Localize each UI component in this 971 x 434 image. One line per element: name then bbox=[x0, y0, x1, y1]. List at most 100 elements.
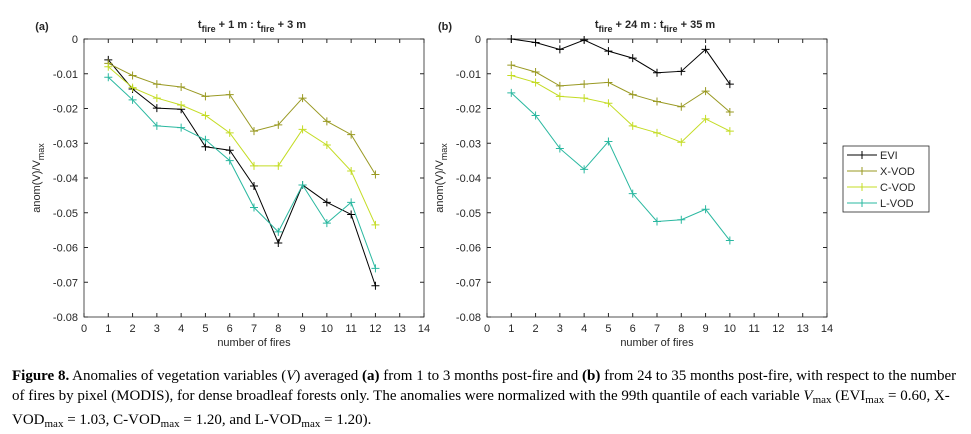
point-marker bbox=[152, 121, 161, 130]
panel-label: (b) bbox=[438, 21, 452, 33]
point-marker bbox=[298, 125, 307, 134]
y-tick-label: -0.02 bbox=[456, 104, 481, 116]
x-tick-label: 12 bbox=[369, 323, 381, 335]
x-tick-label: 11 bbox=[345, 323, 356, 335]
point-marker bbox=[677, 67, 686, 76]
point-marker bbox=[677, 215, 686, 224]
caption-run: = 1.20, and L-VOD bbox=[179, 412, 302, 428]
text-run: anom(V)/V bbox=[31, 160, 43, 213]
figure: (a) tfire + 1 m : tfire + 3 m0-0.01-0.02-… bbox=[31, 19, 930, 349]
point-marker bbox=[250, 203, 258, 212]
point-marker bbox=[104, 73, 113, 82]
x-tick-label: 4 bbox=[581, 323, 587, 335]
caption-run: ) averaged bbox=[295, 368, 363, 384]
caption-run: = 1.20). bbox=[320, 412, 372, 428]
point-marker bbox=[347, 130, 356, 139]
x-tick-label: 11 bbox=[748, 323, 759, 335]
y-axis-label: anom(V)/Vmax bbox=[31, 143, 46, 213]
y-tick-label: 0 bbox=[72, 34, 78, 46]
y-tick-label: -0.01 bbox=[53, 69, 78, 81]
text-run: t bbox=[198, 19, 202, 31]
point-marker bbox=[371, 281, 380, 290]
x-tick-label: 13 bbox=[797, 323, 809, 335]
series-line bbox=[511, 64, 731, 113]
legend-label: EVI bbox=[880, 150, 898, 162]
caption-run: max bbox=[865, 394, 885, 406]
x-tick-label: 1 bbox=[105, 323, 111, 335]
point-marker bbox=[225, 90, 234, 99]
text-run: + 1 m : t bbox=[216, 19, 261, 31]
point-marker bbox=[371, 220, 380, 229]
point-marker bbox=[604, 99, 613, 108]
point-marker bbox=[347, 210, 356, 219]
y-tick-label: 0 bbox=[475, 34, 481, 46]
legend-box bbox=[842, 145, 930, 213]
point-marker bbox=[507, 61, 516, 70]
x-tick-label: 0 bbox=[484, 323, 490, 335]
panel-label: (a) bbox=[35, 21, 49, 33]
point-marker bbox=[653, 128, 661, 137]
x-tick-label: 2 bbox=[130, 323, 136, 335]
point-marker bbox=[653, 217, 661, 226]
caption-run: max bbox=[160, 418, 180, 430]
x-tick-label: 14 bbox=[418, 323, 430, 335]
y-tick-label: -0.07 bbox=[53, 277, 78, 289]
x-tick-label: 5 bbox=[202, 323, 208, 335]
point-marker bbox=[507, 88, 516, 97]
x-tick-label: 5 bbox=[605, 323, 611, 335]
point-marker bbox=[152, 80, 161, 89]
y-tick-label: -0.02 bbox=[53, 104, 78, 116]
point-marker bbox=[701, 114, 710, 123]
point-marker bbox=[555, 45, 564, 54]
point-marker bbox=[177, 82, 186, 91]
point-marker bbox=[677, 138, 686, 147]
caption-run: (EVI bbox=[831, 388, 866, 404]
point-marker bbox=[104, 62, 113, 71]
caption-run: Anomalies of vegetation variables ( bbox=[69, 368, 287, 384]
point-marker bbox=[653, 68, 661, 77]
point-marker bbox=[507, 35, 516, 43]
point-marker bbox=[725, 127, 734, 136]
text-run: + 24 m : t bbox=[613, 19, 664, 31]
series-line bbox=[108, 62, 376, 175]
point-marker bbox=[580, 36, 589, 45]
point-marker bbox=[701, 87, 710, 96]
y-tick-label: -0.04 bbox=[456, 173, 481, 185]
point-marker bbox=[322, 198, 331, 207]
figure-caption: Figure 8. Anomalies of vegetation variab… bbox=[12, 366, 957, 434]
point-marker bbox=[274, 227, 283, 236]
x-tick-label: 7 bbox=[654, 323, 660, 335]
point-marker bbox=[201, 111, 210, 120]
y-tick-label: -0.05 bbox=[456, 208, 481, 220]
x-tick-label: 8 bbox=[678, 323, 684, 335]
axes-box bbox=[83, 38, 425, 318]
point-marker bbox=[322, 117, 331, 126]
point-marker bbox=[701, 205, 710, 214]
x-tick-label: 9 bbox=[300, 323, 306, 335]
point-marker bbox=[177, 101, 186, 110]
point-marker bbox=[580, 165, 589, 174]
x-tick-label: 9 bbox=[703, 323, 709, 335]
point-marker bbox=[274, 161, 283, 170]
point-marker bbox=[371, 264, 380, 273]
point-marker bbox=[507, 71, 516, 80]
y-tick-label: -0.04 bbox=[53, 173, 78, 185]
text-run: fire bbox=[261, 24, 275, 34]
y-tick-label: -0.05 bbox=[53, 208, 78, 220]
text-run: max bbox=[36, 143, 46, 161]
point-marker bbox=[604, 78, 613, 87]
point-marker bbox=[531, 38, 540, 47]
x-tick-label: 13 bbox=[394, 323, 406, 335]
point-marker bbox=[371, 170, 380, 179]
point-marker bbox=[628, 54, 637, 63]
x-tick-label: 1 bbox=[508, 323, 514, 335]
x-tick-label: 0 bbox=[81, 323, 87, 335]
point-marker bbox=[531, 111, 540, 120]
y-tick-label: -0.08 bbox=[53, 312, 78, 324]
series-line bbox=[511, 38, 731, 85]
legend-marker bbox=[858, 199, 866, 207]
series-line bbox=[107, 66, 376, 226]
x-tick-label: 10 bbox=[724, 323, 736, 335]
point-marker bbox=[201, 92, 210, 101]
